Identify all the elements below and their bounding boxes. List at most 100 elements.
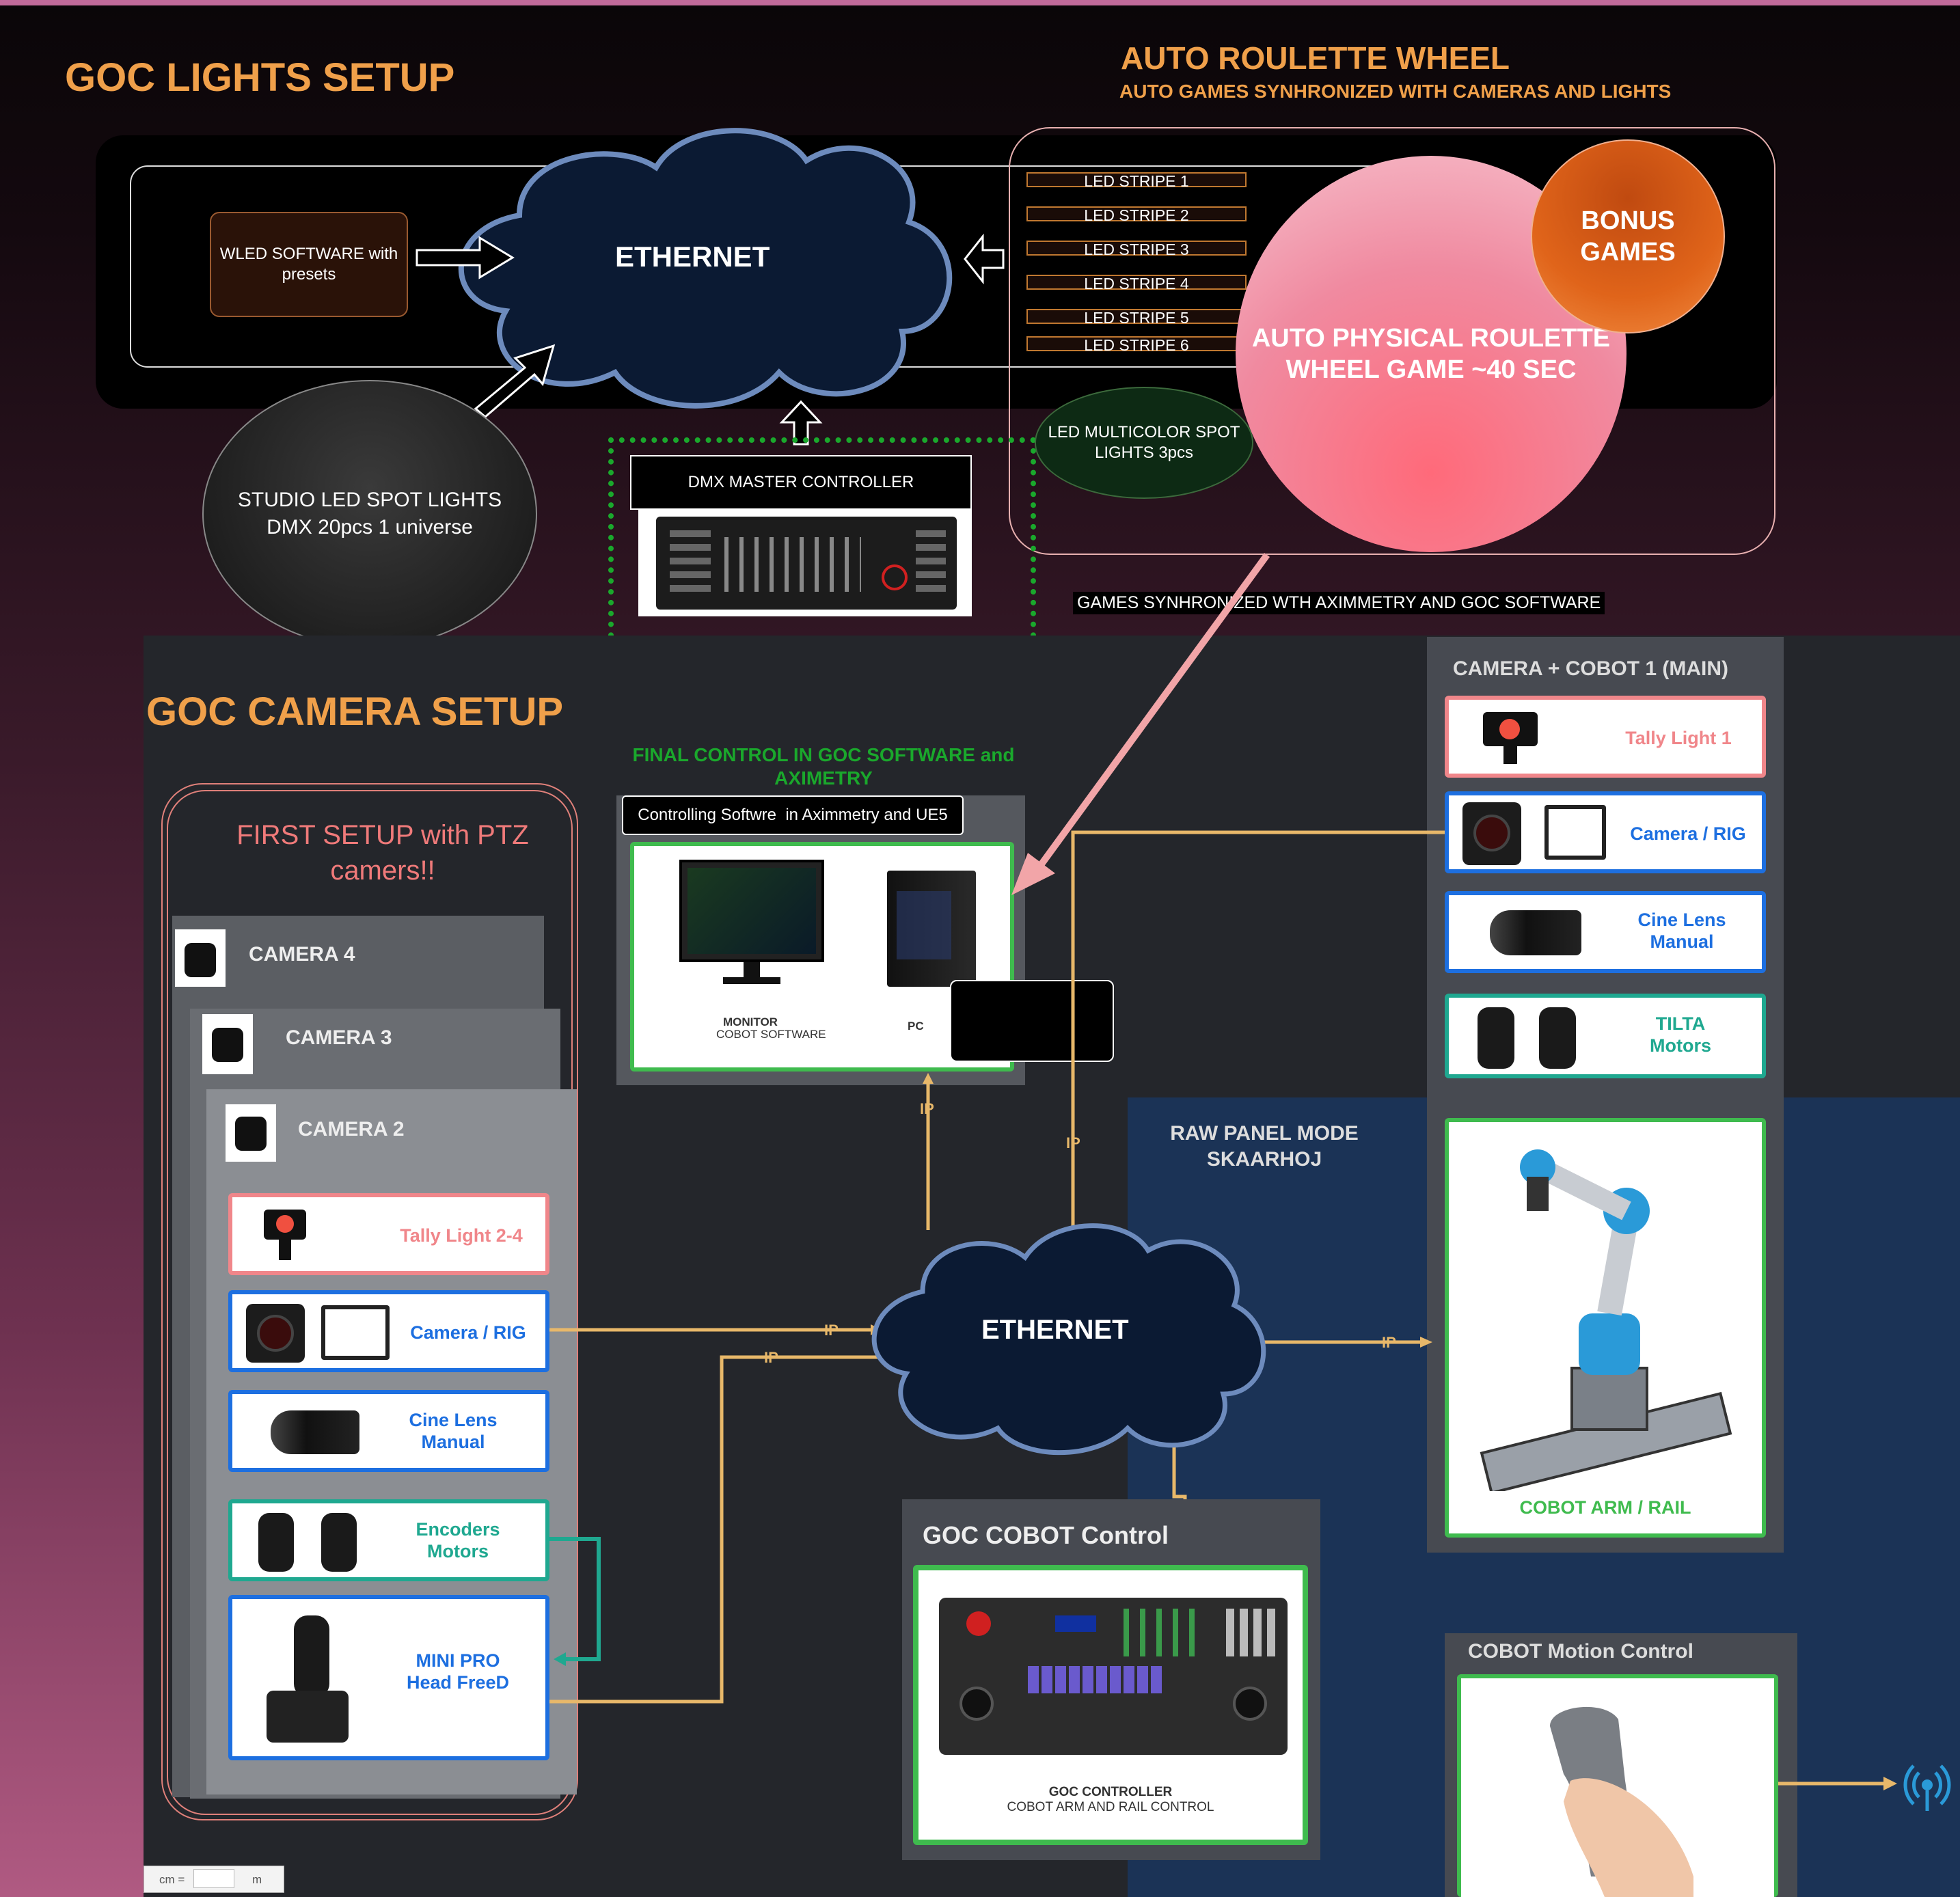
- multicolor-spots-circle: LED MULTICOLOR SPOT LIGHTS 3pcs: [1035, 387, 1253, 499]
- roulette-game-circle: AUTO PHYSICAL ROULETTE WHEEL GAME ~40 SE…: [1236, 156, 1626, 552]
- camera-4-label: CAMERA 4: [249, 943, 355, 966]
- ptz-camera-3-icon: [202, 1014, 253, 1074]
- motion-card: [1457, 1674, 1778, 1897]
- tilta-motor-icon-2: [1539, 1007, 1576, 1069]
- ip-label-5: IP: [1382, 1334, 1396, 1351]
- ip-label-1: IP: [920, 1100, 934, 1117]
- main-cinema-camera-icon: [1462, 802, 1521, 865]
- encoder-motor-icon: [258, 1513, 294, 1572]
- led-stripe-1: LED STRIPE 1: [1026, 172, 1247, 189]
- goc-controller-icon: [939, 1598, 1288, 1755]
- roulette-title: AUTO ROULETTE WHEEL: [1121, 40, 1510, 76]
- lights-title: GOC LIGHTS SETUP: [65, 55, 455, 100]
- led-stripe-3: LED STRIPE 3: [1026, 241, 1247, 258]
- tilta-label: TILTA Motors: [1650, 1013, 1711, 1056]
- main-cam-title: CAMERA + COBOT 1 (MAIN): [1453, 657, 1729, 680]
- pc-label: PC: [908, 1020, 924, 1033]
- ptz-camera-2-icon: [226, 1104, 276, 1162]
- final-control-label: FINAL CONTROL IN GOC SOFTWARE and AXIMET…: [632, 744, 1015, 789]
- top-bar: [0, 0, 1960, 5]
- tilta-motor-icon: [1478, 1007, 1514, 1069]
- cobot-control-title: GOC COBOT Control: [923, 1521, 1169, 1549]
- tilta-card: TILTA Motors: [1445, 994, 1766, 1078]
- studio-spots-circle: STUDIO LED SPOT LIGHTS DMX 20pcs 1 unive…: [202, 380, 537, 648]
- handheld-controller-icon: [1550, 1706, 1693, 1897]
- tally-1-card: Tally Light 1: [1445, 696, 1766, 778]
- raw-panel-label: RAW PANEL MODE SKAARHOJ: [1170, 1122, 1359, 1171]
- ethernet-bottom-label: ETHERNET: [981, 1315, 1129, 1345]
- bonus-games-circle: BONUS GAMES: [1531, 139, 1725, 333]
- cobot-label: COBOT ARM / RAIL: [1519, 1497, 1691, 1518]
- arrow-left-icon: [964, 234, 1005, 284]
- tally-light-1-icon: [1483, 712, 1538, 764]
- bonus-games-label: BONUS GAMES: [1580, 206, 1676, 267]
- sync-note-label: GAMES SYNHRONIZED WTH AXIMMETRY AND GOC …: [1077, 593, 1601, 612]
- main-rig-cage-icon: [1544, 805, 1606, 860]
- software-label-box: Controlling Softwre in Aximmetry and UE5: [622, 795, 964, 835]
- wled-label: WLED SOFTWARE with presets: [219, 245, 398, 284]
- pc-tower-icon: [887, 871, 976, 987]
- main-camera-rig-label: Camera / RIG: [1630, 823, 1746, 844]
- roulette-game-label: AUTO PHYSICAL ROULETTE WHEEL GAME ~40 SE…: [1251, 324, 1611, 384]
- sync-note: GAMES SYNHRONIZED WTH AXIMMETRY AND GOC …: [1073, 592, 1605, 614]
- unit-input[interactable]: [193, 1869, 234, 1888]
- encoders-label: Encoders Motors: [416, 1519, 500, 1561]
- tally-light-icon: [264, 1210, 306, 1260]
- camera-3-label: CAMERA 3: [286, 1026, 392, 1049]
- ptz-camera-4-icon: [175, 929, 226, 987]
- software-label: Controlling Softwre in Aximmetry and UE5: [638, 806, 948, 824]
- main-cine-lens-label: Cine Lens Manual: [1637, 910, 1726, 952]
- tally-2-4-label: Tally Light 2-4: [400, 1225, 523, 1246]
- camera-title: GOC CAMERA SETUP: [146, 690, 564, 734]
- tally-2-4-card: Tally Light 2-4: [228, 1193, 549, 1275]
- led-stripe-6: LED STRIPE 6: [1026, 336, 1247, 353]
- wled-box: WLED SOFTWARE with presets: [210, 212, 408, 317]
- main-cine-lens-card: Cine Lens Manual: [1445, 891, 1766, 973]
- first-setup-frame: [161, 783, 578, 1820]
- motion-title: COBOT Motion Control: [1468, 1640, 1693, 1663]
- main-camera-rig-card: Camera / RIG: [1445, 791, 1766, 873]
- mini-pro-label: MINI PRO Head FreeD: [406, 1650, 510, 1693]
- ip-label-2: IP: [1066, 1134, 1080, 1151]
- main-lens-icon: [1490, 910, 1581, 955]
- monitor-icon: [679, 860, 824, 984]
- cine-lens-label: Cine Lens Manual: [409, 1410, 498, 1452]
- cobot-card: COBOT ARM / RAIL: [1445, 1118, 1766, 1538]
- unit-label-cm: cm =: [159, 1873, 185, 1886]
- cine-lens-card: Cine Lens Manual: [228, 1390, 549, 1472]
- ethernet-cloud-bottom: [871, 1223, 1266, 1456]
- dmx-label-box: DMX MASTER CONTROLLER: [630, 455, 972, 510]
- cobot-control-card: GOC CONTROLLER COBOT ARM AND RAIL CONTRO…: [913, 1565, 1308, 1845]
- ethernet-top-label: ETHERNET: [615, 241, 770, 273]
- cinema-camera-icon: [246, 1304, 305, 1363]
- camera-2-label: CAMERA 2: [298, 1118, 405, 1141]
- ethernet-cloud-top: [459, 128, 953, 409]
- arrow-right-icon: [416, 236, 515, 279]
- led-stripe-4: LED STRIPE 4: [1026, 275, 1247, 292]
- goc-controller-sub: COBOT ARM AND RAIL CONTROL: [1007, 1800, 1214, 1814]
- camera-rig-label: Camera / RIG: [410, 1322, 526, 1343]
- camera-rig-card: Camera / RIG: [228, 1290, 549, 1372]
- dmx-label: DMX MASTER CONTROLLER: [688, 473, 914, 491]
- mini-pro-card: MINI PRO Head FreeD: [228, 1595, 549, 1760]
- goc-controller-label: GOC CONTROLLER: [1048, 1785, 1173, 1799]
- ptz-head-icon: [267, 1615, 351, 1745]
- ip-label-3: IP: [824, 1322, 839, 1339]
- cobot-arm-icon: [1480, 1149, 1732, 1491]
- led-stripe-2: LED STRIPE 2: [1026, 206, 1247, 223]
- lens-icon: [271, 1410, 359, 1454]
- dmx-controller-image: [638, 508, 972, 616]
- roulette-frame: [1009, 127, 1775, 555]
- monitor-sub: COBOT SOFTWARE: [716, 1028, 826, 1041]
- studio-spots-label: STUDIO LED SPOT LIGHTS DMX 20pcs 1 unive…: [237, 489, 502, 538]
- encoders-card: Encoders Motors: [228, 1499, 549, 1581]
- unit-label-m: m: [252, 1873, 262, 1886]
- wireless-signal-icon: [1903, 1764, 1951, 1811]
- rig-cage-icon: [321, 1305, 390, 1360]
- encoder-motor-icon-2: [321, 1513, 357, 1572]
- unit-widget[interactable]: cm = m: [144, 1866, 284, 1893]
- roulette-subtitle: AUTO GAMES SYNHRONIZED WITH CAMERAS AND …: [1119, 81, 1672, 102]
- ip-label-4: IP: [764, 1349, 778, 1366]
- first-setup-title: FIRST SETUP with PTZ camers!!: [236, 820, 529, 886]
